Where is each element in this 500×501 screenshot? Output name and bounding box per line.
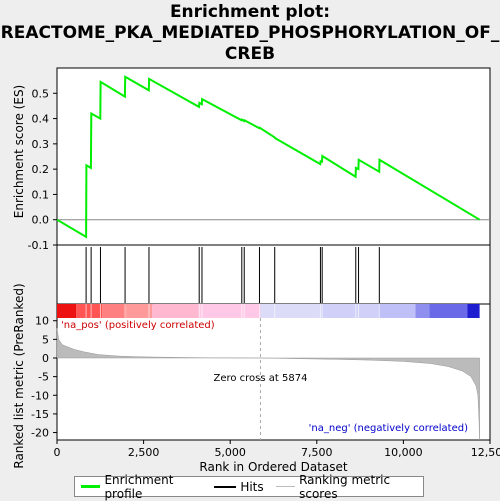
- legend-item-hits: Hits: [214, 479, 264, 494]
- rank-y-tick-label: 10: [35, 315, 49, 328]
- ranking-panel-background: [56, 303, 491, 441]
- es-y-tick-label: 0.5: [32, 87, 50, 100]
- gradient-segment: [57, 304, 77, 318]
- correlation-gradient-bar: [57, 304, 480, 318]
- legend-hits-swatch: [214, 485, 237, 488]
- rank-y-tick-label: -20: [31, 427, 49, 440]
- hits-layer: [85, 247, 380, 303]
- es-layer: [56, 75, 490, 239]
- hits-panel-background: [56, 244, 491, 305]
- ranking-metric-area: [56, 328, 480, 441]
- es-y-tick-label: 0.2: [32, 163, 50, 176]
- legend-item-profile: Enrichment profile: [81, 473, 202, 501]
- chart-title: Enrichment plot: REACTOME_PKA_MEDIATED_P…: [0, 2, 500, 65]
- gradient-segment: [76, 304, 103, 318]
- es-y-tick-label: 0.1: [32, 188, 50, 201]
- rank-x-tick-label: 10,000: [384, 446, 423, 459]
- es-y-tick-label: 0.0: [32, 214, 50, 227]
- title-line-3: CREB: [224, 44, 276, 64]
- rank-y-axis-label: Ranked list metric (PreRanked): [12, 283, 26, 468]
- gradient-segment: [102, 304, 127, 318]
- rank-x-axis-label: Rank in Ordered Dataset: [199, 460, 347, 474]
- gradient-segment: [415, 304, 430, 318]
- es-y-tick-label: 0.4: [32, 113, 50, 126]
- legend-ranking-label: Ranking metric scores: [299, 472, 391, 501]
- gradient-segment: [152, 304, 200, 318]
- zero-cross-label: Zero cross at 5874: [213, 373, 307, 384]
- gradient-segment: [467, 304, 480, 318]
- gradient-segment: [260, 304, 321, 318]
- gradient-segment: [126, 304, 153, 318]
- rank-y-tick-label: 0: [42, 352, 49, 365]
- es-y-axis-label: Enrichment score (ES): [12, 85, 26, 218]
- gradient-segment: [320, 304, 380, 318]
- rank-y-tick-label: 5: [42, 333, 49, 346]
- legend-hits-label: Hits: [240, 479, 264, 494]
- rank-x-tick-label: 5,000: [214, 446, 246, 459]
- rank-y-tick-label: -10: [31, 389, 49, 402]
- rank-layer: Zero cross at 5874 'na_pos' (positively c…: [56, 318, 480, 441]
- title-line-2: REACTOME_PKA_MEDIATED_PHOSPHORYLATION_OF…: [0, 23, 500, 43]
- gradient-segment: [199, 304, 261, 318]
- rank-x-tick-label: 0: [54, 446, 61, 459]
- es-y-tick-label: 0.3: [32, 138, 50, 151]
- legend-item-ranking: Ranking metric scores: [275, 472, 417, 501]
- gradient-segment: [379, 304, 416, 318]
- rank-x-tick-label: 2,500: [128, 446, 160, 459]
- es-panel-background: [56, 67, 491, 246]
- gradient-segment: [429, 304, 468, 318]
- rank-x-tick-label: 12,500: [471, 446, 500, 459]
- positive-correlation-label: 'na_pos' (positively correlated): [61, 320, 215, 331]
- legend-profile-label: Enrichment profile: [104, 472, 174, 501]
- title-line-1: Enrichment plot:: [169, 2, 331, 22]
- rank-y-tick-label: -15: [31, 408, 49, 421]
- legend-ranking-swatch: [275, 486, 296, 487]
- rank-y-tick-label: -5: [38, 371, 49, 384]
- es-y-tick-label: -0.1: [28, 239, 49, 252]
- legend: Enrichment profile Hits Ranking metric s…: [74, 473, 424, 501]
- legend-profile-swatch: [81, 485, 101, 488]
- axis-layer: -0.1 0.0 0.1 0.2 0.3 0.4 0.5 Enrichment score (…: [12, 85, 500, 474]
- enrichment-profile-line: [56, 75, 481, 239]
- rank-x-tick-label: 7,500: [301, 446, 333, 459]
- negative-correlation-label: 'na_neg' (negatively correlated): [309, 423, 468, 434]
